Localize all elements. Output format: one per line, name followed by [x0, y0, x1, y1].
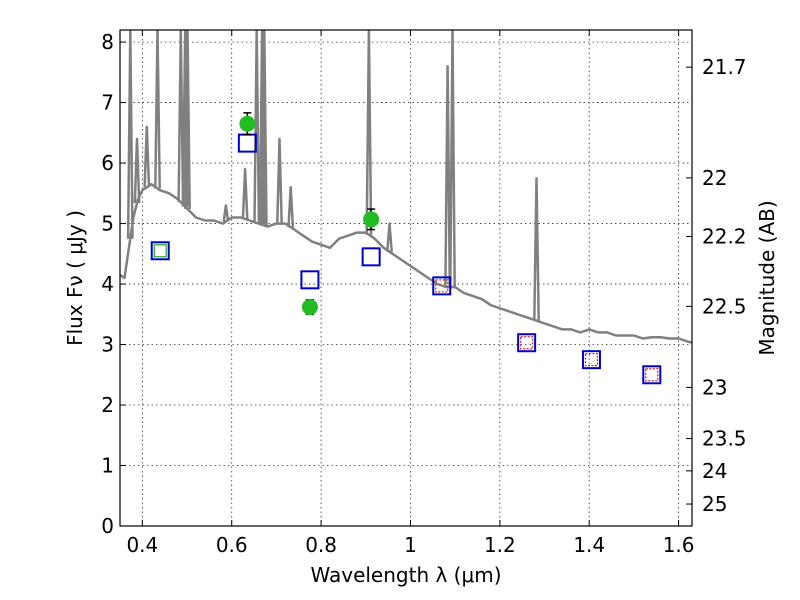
y-right-axis-title: Magnitude (AB) — [755, 200, 779, 355]
observed-point — [301, 299, 318, 316]
mag-tick-label: 23 — [702, 375, 727, 399]
grid-lines — [120, 30, 692, 527]
x-tick-label: 1.2 — [484, 533, 516, 557]
emission-line — [143, 125, 151, 188]
model-inner-box — [153, 244, 167, 258]
emission-line — [449, 30, 456, 288]
spectrum-layer — [120, 30, 692, 344]
y-tick-label: 6 — [101, 151, 114, 175]
emission-line — [260, 30, 268, 226]
x-tick-label: 0.8 — [305, 533, 337, 557]
mag-tick-label: 23.5 — [702, 427, 747, 451]
y-tick-label: 7 — [101, 91, 114, 115]
emission-line — [253, 30, 261, 224]
y-tick-label: 5 — [101, 212, 114, 236]
y-tick-label: 4 — [101, 272, 114, 296]
model-box — [581, 350, 601, 370]
mag-tick-label: 25 — [702, 492, 727, 516]
observed-points-layer — [239, 112, 380, 316]
x-tick-label: 0.4 — [126, 533, 158, 557]
emission-line — [533, 176, 540, 321]
observed-point — [363, 211, 380, 228]
mag-tick-label: 22.2 — [702, 224, 747, 248]
model-box — [642, 365, 662, 385]
emission-line — [386, 222, 393, 252]
emission-line — [133, 137, 141, 204]
model-inner-box — [520, 336, 534, 350]
y-tick-label: 1 — [101, 454, 114, 478]
plot-frame — [119, 29, 693, 527]
observed-point — [239, 115, 256, 132]
emission-line — [126, 30, 134, 239]
tick-layer: 0.4 0.6 0.8 1 1.2 1.4 1.601234567821.72222.222… — [101, 30, 747, 557]
model-box — [517, 333, 537, 353]
emission-line — [276, 137, 283, 224]
emission-line — [241, 167, 249, 220]
model-box — [150, 241, 170, 261]
spectrum-continuum — [120, 182, 692, 344]
emission-line — [184, 30, 191, 209]
x-tick-label: 1 — [404, 533, 417, 557]
model-box — [361, 247, 381, 267]
emission-line — [444, 65, 452, 288]
model-inner-box — [645, 368, 659, 382]
emission-line — [177, 30, 185, 203]
mag-tick-label: 21.7 — [702, 55, 747, 79]
model-box — [300, 270, 320, 290]
emission-line — [287, 186, 295, 228]
emission-line — [154, 30, 161, 189]
mag-tick-label: 22.5 — [702, 294, 747, 318]
model-box — [237, 133, 257, 153]
model-box-layer — [150, 133, 662, 385]
y-tick-label: 0 — [101, 514, 114, 538]
x-tick-label: 1.4 — [573, 533, 605, 557]
y-tick-label: 8 — [101, 30, 114, 54]
y-tick-label: 3 — [101, 333, 114, 357]
y-tick-label: 2 — [101, 393, 114, 417]
mag-tick-label: 24 — [702, 459, 727, 483]
emission-line — [365, 30, 373, 235]
x-tick-label: 0.6 — [216, 533, 248, 557]
emission-line — [222, 204, 230, 222]
model-inner-box — [435, 279, 449, 293]
model-inner-box — [584, 353, 599, 367]
mag-tick-label: 22 — [702, 166, 727, 190]
x-axis-title: Wavelength λ (μm) — [310, 563, 501, 587]
x-tick-label: 1.6 — [663, 533, 695, 557]
model-box — [432, 276, 452, 296]
y-axis-title: Flux Fν ( μJy ) — [63, 210, 87, 346]
